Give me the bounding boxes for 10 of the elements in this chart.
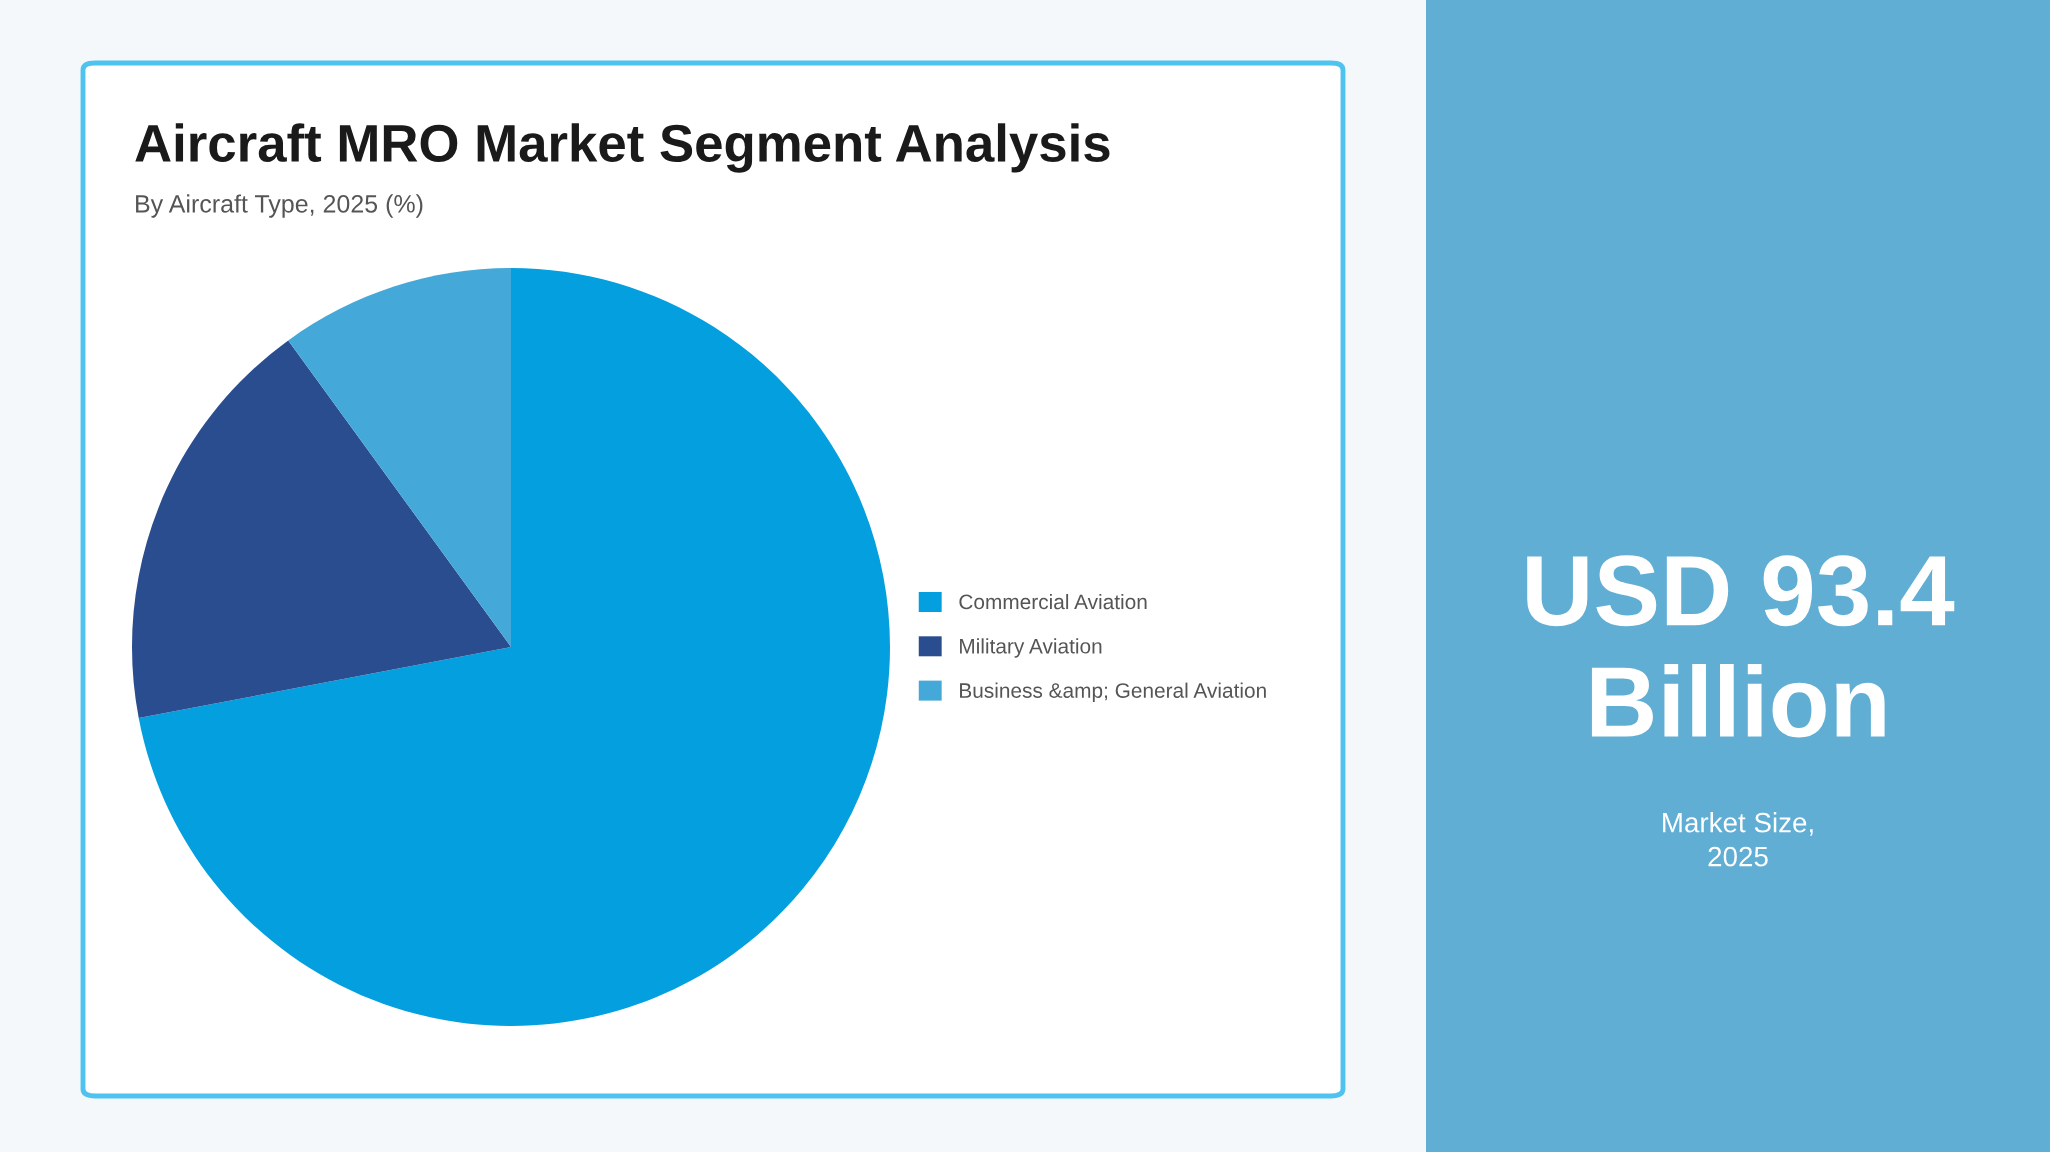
legend-label: Commercial Aviation (959, 593, 1147, 610)
text: Market Size, 2025 (1663, 812, 1813, 867)
legend-label: Military Aviation (960, 638, 1102, 658)
pie-slice (138, 268, 890, 1026)
pie-slice (132, 340, 511, 719)
pie-slice (288, 268, 511, 647)
legend-label: Business &amp; General Aviation (960, 682, 1266, 703)
chart-title: Aircraft MRO Market Segment Analysis (135, 123, 1110, 173)
chart-subtitle: By Aircraft Type, 2025 (%) (136, 194, 423, 218)
text: USD 93.4 Billion (1527, 555, 1955, 738)
